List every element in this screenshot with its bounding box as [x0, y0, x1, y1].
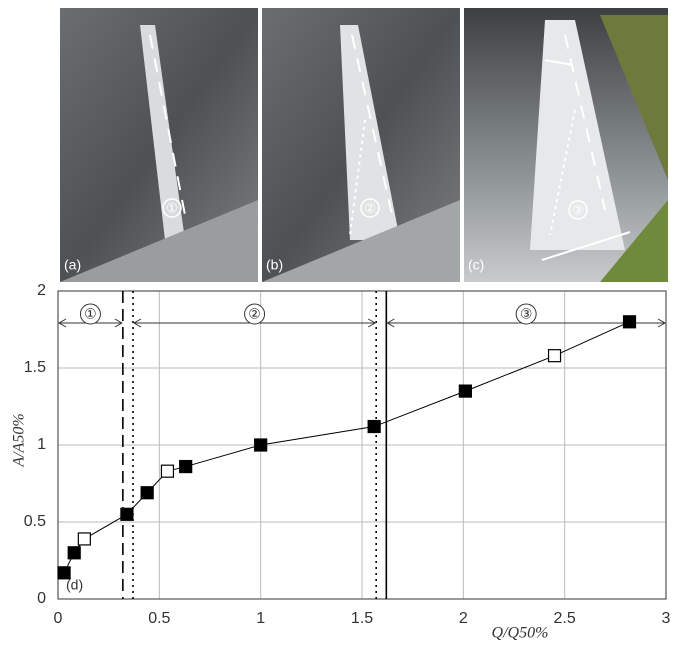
y-axis-label: A/A50% — [11, 413, 28, 467]
data-point — [367, 419, 381, 434]
photo-label: (c) — [468, 257, 484, 273]
y-tick-label: 1.5 — [24, 359, 46, 376]
photo-b: ② (b) — [262, 8, 460, 282]
y-tick-label: 0.5 — [24, 513, 46, 530]
arrow-head — [132, 318, 377, 328]
photo-label: (b) — [266, 257, 283, 273]
annotation: (d) — [66, 577, 83, 593]
photo-marker: ① — [166, 200, 178, 215]
photo-c: ③ (c) — [464, 8, 668, 282]
x-tick-label: 3 — [662, 610, 671, 627]
data-point — [622, 315, 637, 329]
x-tick-label: 1.5 — [351, 610, 373, 627]
photo-marker: ③ — [572, 202, 584, 217]
data-point — [67, 546, 81, 560]
x-axis-label: Q/Q50% — [492, 625, 549, 642]
chart: (d) Q/Q50% A/A50% 0 0.5 1 1.5 2 0 0.5 1 1.5 2 2.5 3… — [11, 282, 671, 641]
arrow-head — [57, 318, 123, 328]
data-point — [140, 486, 154, 500]
y-tick-label: 0 — [37, 590, 46, 607]
data-point — [547, 349, 562, 363]
region-label: ① — [84, 306, 97, 322]
data-point — [57, 566, 71, 580]
x-tick-label: 1 — [256, 610, 265, 627]
x-tick-label: 0.5 — [148, 610, 170, 627]
photo-a: ① (a) — [60, 8, 258, 282]
data-point — [179, 459, 193, 474]
region-label: ② — [248, 306, 261, 322]
data-point — [458, 384, 472, 398]
x-tick-label: 0 — [54, 610, 63, 627]
photo-marker: ② — [364, 200, 376, 215]
y-tick-label: 2 — [37, 282, 46, 299]
region-circle — [79, 303, 101, 325]
data-point — [160, 464, 175, 478]
region-circle — [244, 303, 266, 325]
x-tick-label: 2 — [459, 610, 468, 627]
data-point — [254, 438, 268, 452]
y-tick-label: 1 — [37, 436, 46, 453]
plot-frame — [57, 290, 667, 600]
photo-label: (a) — [64, 257, 81, 273]
region-label: ③ — [520, 306, 533, 322]
data-point — [120, 507, 134, 521]
data-point — [77, 532, 91, 546]
arrow-head — [386, 318, 667, 328]
x-tick-label: 2.5 — [554, 610, 576, 627]
region-circle — [515, 303, 537, 325]
